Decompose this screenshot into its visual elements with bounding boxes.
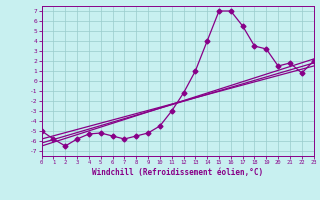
X-axis label: Windchill (Refroidissement éolien,°C): Windchill (Refroidissement éolien,°C) (92, 168, 263, 177)
